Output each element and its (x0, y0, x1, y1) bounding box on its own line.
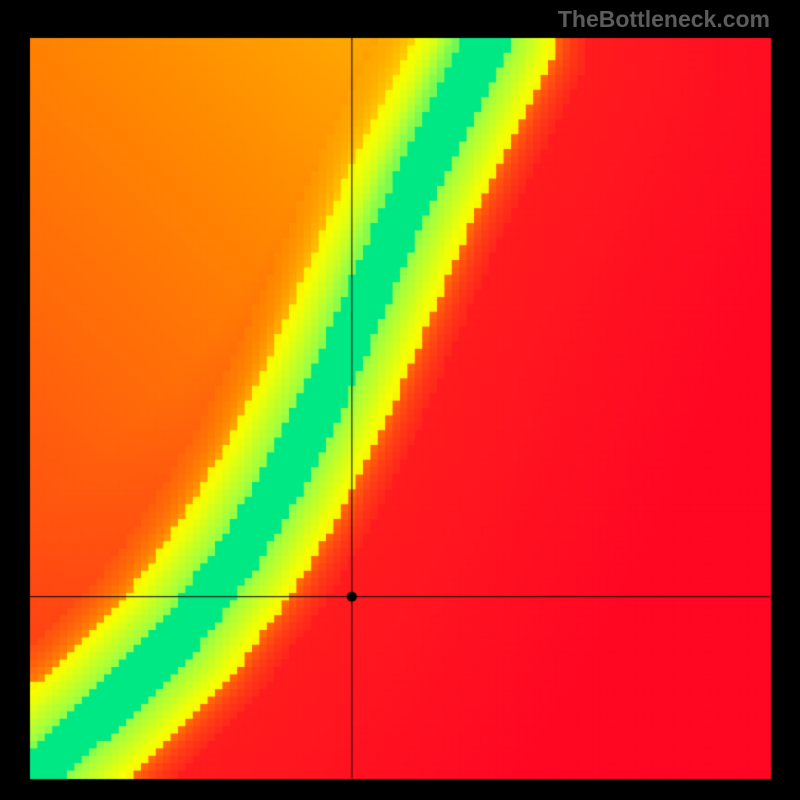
chart-container: TheBottleneck.com (0, 0, 800, 800)
heatmap-canvas (0, 0, 800, 800)
watermark-text: TheBottleneck.com (558, 6, 770, 33)
